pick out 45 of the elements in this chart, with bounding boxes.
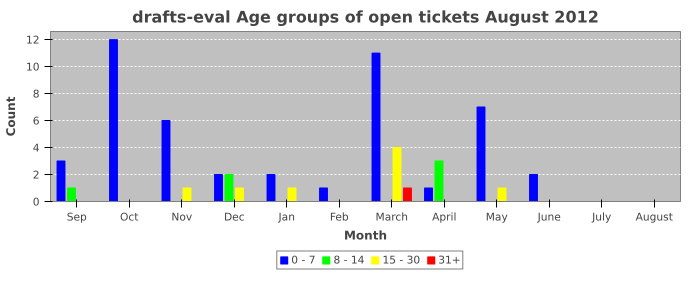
x-axis-title: Month: [344, 228, 388, 242]
x-tick-label: August: [636, 210, 673, 224]
y-tick-label: 12: [26, 34, 40, 47]
x-tick-label: Dec: [224, 210, 245, 224]
x-tick-label: March: [376, 210, 408, 224]
bar: [529, 174, 538, 202]
y-tick-label: 2: [32, 168, 40, 182]
y-tick-label: 0: [32, 196, 40, 208]
legend-label: 31+: [438, 254, 461, 266]
bar: [424, 188, 433, 202]
bar: [67, 188, 76, 202]
chart-title: drafts-eval Age groups of open tickets August 2012: [132, 8, 599, 26]
bar: [434, 160, 444, 202]
x-tick-label: Feb: [330, 210, 349, 224]
y-tick-label: 10: [26, 60, 40, 74]
bar: [403, 188, 412, 202]
bar: [109, 39, 118, 202]
bar: [182, 188, 192, 202]
bar: [288, 188, 296, 202]
bar: [214, 174, 223, 202]
x-tick-label: Oct: [120, 210, 138, 224]
x-tick-label: Jan: [278, 210, 295, 224]
x-tick-label: April: [432, 210, 456, 224]
legend-label: 15 - 30: [382, 254, 420, 266]
x-tick-label: Sep: [66, 210, 88, 224]
bar: [224, 174, 234, 202]
bar: [319, 188, 328, 202]
x-tick-label: Nov: [171, 210, 192, 224]
bar: [372, 52, 380, 202]
y-tick-label: 6: [32, 114, 40, 128]
x-tick-label: May: [486, 210, 508, 224]
y-axis-title: Count: [4, 96, 18, 136]
bar: [162, 120, 170, 202]
bar: [266, 174, 276, 202]
legend-label: 8 - 14: [333, 254, 364, 266]
y-tick-label: 4: [32, 142, 40, 155]
bar: [498, 188, 506, 202]
bar: [56, 160, 66, 202]
x-tick-label: July: [591, 210, 612, 224]
y-tick-label: 8: [32, 88, 40, 101]
x-tick-label: June: [536, 210, 561, 224]
bar: [235, 188, 244, 202]
legend-label: 0 - 7: [291, 254, 316, 266]
bar: [476, 106, 486, 202]
bar: [392, 147, 402, 202]
